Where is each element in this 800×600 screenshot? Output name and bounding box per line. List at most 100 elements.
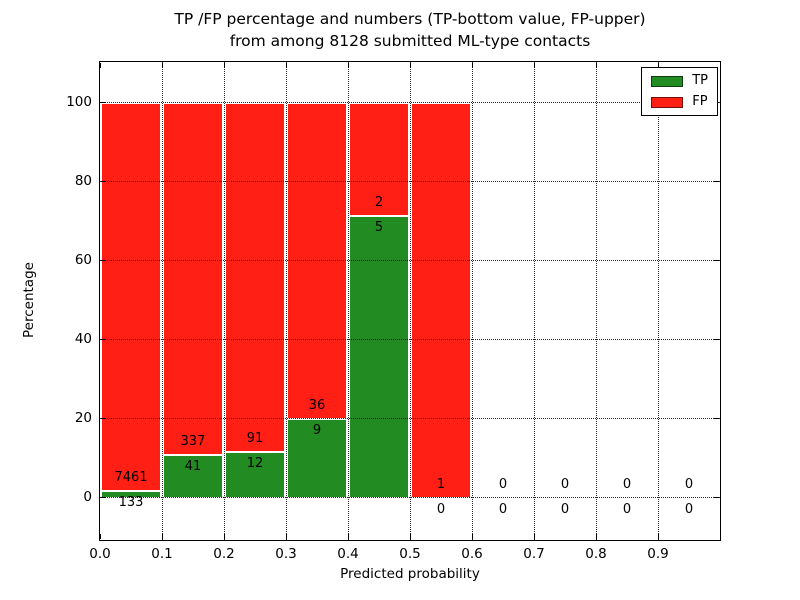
tp-count-label: 0 <box>498 501 508 517</box>
fp-count-label: 91 <box>246 430 264 446</box>
y-tick-mark <box>714 417 719 419</box>
y-tick-label: 100 <box>66 93 92 110</box>
legend-item: TP <box>651 74 708 88</box>
x-tick-mark <box>596 534 597 539</box>
x-tick-mark <box>224 63 225 68</box>
bar-tp-segment <box>100 490 162 497</box>
y-tick-label: 40 <box>74 330 92 347</box>
x-tick-mark <box>162 534 163 539</box>
x-tick-mark <box>100 63 101 68</box>
x-tick-mark <box>410 534 411 539</box>
fp-count-label: 0 <box>560 476 570 492</box>
x-tick-label: 0.4 <box>337 546 359 562</box>
x-tick-mark <box>472 63 473 68</box>
bar-fp-segment <box>100 101 162 491</box>
grid-layer <box>100 62 720 540</box>
x-tick-mark <box>286 534 287 539</box>
y-tick-label: 0 <box>83 488 92 505</box>
tp-count-label: 133 <box>118 495 144 511</box>
v-gridline <box>472 62 473 540</box>
x-tick-mark <box>100 534 101 539</box>
x-tick-mark <box>410 63 411 68</box>
y-tick-mark <box>101 496 106 498</box>
tp-count-label: 0 <box>684 501 694 517</box>
x-tick-mark <box>224 534 225 539</box>
y-axis-label: Percentage <box>21 262 37 338</box>
v-gridline <box>348 62 349 540</box>
x-tick-mark <box>472 534 473 539</box>
legend: TP FP <box>641 67 718 116</box>
bar-tp-segment <box>162 454 224 497</box>
v-gridline <box>534 62 535 540</box>
x-tick-mark <box>348 534 349 539</box>
fp-count-label: 2 <box>374 194 384 210</box>
x-tick-mark <box>596 63 597 68</box>
x-tick-label: 0.3 <box>275 546 297 562</box>
y-tick-mark <box>101 338 106 340</box>
tp-count-label: 9 <box>312 422 322 438</box>
y-tick-mark <box>101 417 106 419</box>
x-tick-mark <box>658 534 659 539</box>
tp-count-label: 0 <box>560 501 570 517</box>
tp-count-label: 5 <box>374 219 384 235</box>
y-tick-label: 80 <box>74 172 92 189</box>
legend-label: TP <box>692 73 708 88</box>
x-tick-mark <box>534 63 535 68</box>
x-tick-mark <box>286 63 287 68</box>
y-tick-mark <box>714 338 719 340</box>
v-gridline <box>658 62 659 540</box>
bar-fp-segment <box>162 101 224 455</box>
y-tick-mark <box>714 496 719 498</box>
legend-item: FP <box>651 95 708 109</box>
legend-label: FP <box>692 94 708 109</box>
x-tick-label: 0.1 <box>151 546 173 562</box>
chart-title-line2: from among 8128 submitted ML-type contac… <box>229 32 591 50</box>
x-tick-label: 0.2 <box>213 546 235 562</box>
fp-count-label: 0 <box>498 476 508 492</box>
fp-count-label: 0 <box>684 476 694 492</box>
fp-count-label: 1 <box>436 476 446 492</box>
tp-count-label: 0 <box>436 501 446 517</box>
fp-count-label: 7461 <box>114 470 148 486</box>
v-gridline <box>596 62 597 540</box>
legend-swatch <box>651 75 684 87</box>
plot-area: 7461 133 337 41 91 12 36 9 2 5 1 0 0 0 0 0 0 0 0 0 TP FP <box>99 61 721 541</box>
x-tick-mark <box>162 63 163 68</box>
bar-fp-segment <box>224 101 286 451</box>
tp-count-label: 41 <box>184 459 202 475</box>
bar-labels-layer: 7461 133 337 41 91 12 36 9 2 5 1 0 0 0 0 0 0 0 0 0 <box>100 62 720 540</box>
x-axis-label: Predicted probability <box>340 566 480 582</box>
x-tick-mark <box>348 63 349 68</box>
tp-count-label: 0 <box>622 501 632 517</box>
y-tick-mark <box>714 180 719 182</box>
x-tick-label: 0.7 <box>523 546 545 562</box>
x-tick-mark <box>534 534 535 539</box>
v-gridline <box>410 62 411 540</box>
v-gridline <box>224 62 225 540</box>
v-gridline <box>162 62 163 540</box>
y-tick-mark <box>101 180 106 182</box>
fp-count-label: 36 <box>308 397 326 413</box>
y-tick-mark <box>101 259 106 261</box>
x-tick-label: 0.5 <box>399 546 421 562</box>
bar-tp-segment <box>286 417 348 497</box>
x-tick-label: 0.9 <box>647 546 669 562</box>
x-tick-label: 0.8 <box>585 546 607 562</box>
tp-count-label: 12 <box>246 455 264 471</box>
ticks-layer <box>100 62 720 540</box>
v-gridline <box>286 62 287 540</box>
bar-tp-segment <box>348 214 410 497</box>
bars-layer <box>100 62 720 540</box>
x-tick-mark <box>658 63 659 68</box>
chart-title: TP /FP percentage and numbers (TP-bottom… <box>100 8 720 52</box>
fp-count-label: 0 <box>622 476 632 492</box>
legend-swatch <box>651 96 684 108</box>
y-tick-label: 20 <box>74 409 92 426</box>
fp-count-label: 337 <box>180 434 206 450</box>
x-tick-label: 0.6 <box>461 546 483 562</box>
bar-tp-segment <box>224 450 286 497</box>
y-tick-label: 60 <box>74 251 92 268</box>
bar-fp-segment <box>410 101 472 497</box>
y-tick-mark <box>101 101 106 103</box>
